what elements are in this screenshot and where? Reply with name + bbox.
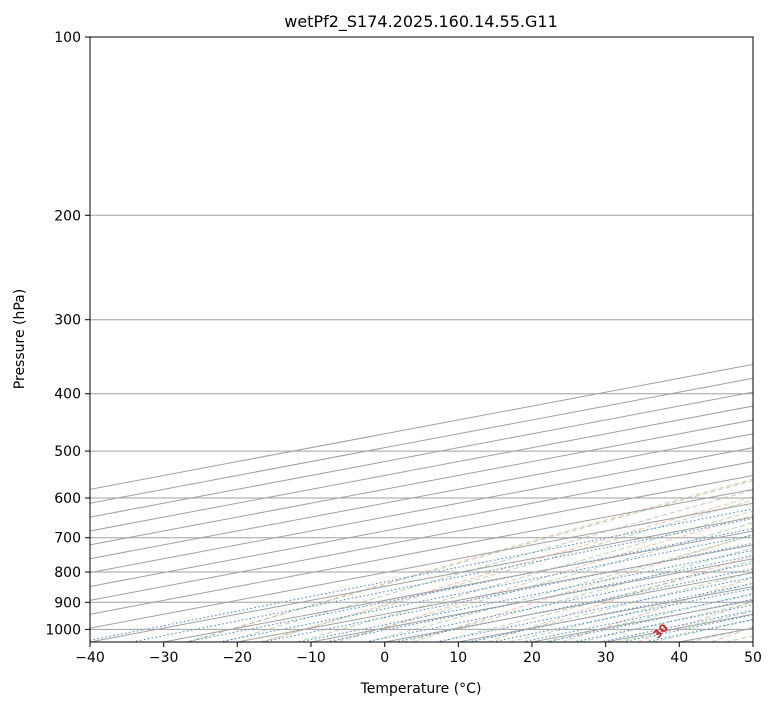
isotherm-line [90, 516, 753, 642]
isotherm-line [90, 474, 753, 601]
y-tick-label: 600 [54, 491, 81, 507]
isotherm-line [90, 461, 753, 587]
x-tick-label: 40 [670, 650, 688, 666]
y-tick-label: 200 [54, 208, 81, 224]
moist-adiabat-line [509, 582, 753, 642]
mixing-ratio-line [546, 598, 753, 642]
moist-adiabat-line [187, 479, 753, 642]
y-axis-ticks: 100 200 300 400 500 600 700 800 900 1000 [45, 30, 90, 638]
mixing-ratio-line [599, 609, 753, 642]
x-tick-label: −20 [223, 650, 253, 666]
mixing-ratio-line [218, 534, 753, 642]
y-tick-label: 700 [54, 531, 81, 547]
moist-adiabat-line [544, 592, 753, 642]
y-tick-label: 900 [54, 595, 81, 611]
y-axis-label: Pressure (hPa) [12, 289, 28, 389]
isotherm-line [163, 530, 753, 642]
x-tick-label: −30 [149, 650, 179, 666]
moist-adiabat-line [367, 534, 753, 642]
moist-adiabats [187, 479, 753, 642]
mixing-ratio-line [572, 604, 753, 642]
x-tick-label: 30 [597, 650, 615, 666]
dry-adiabat-line [412, 534, 753, 642]
x-axis-ticks: −40 −30 −20 −10 0 10 20 30 40 50 [75, 642, 762, 666]
mixing-ratio-line [90, 508, 753, 641]
isotherm-line [90, 419, 753, 546]
y-tick-label: 800 [54, 565, 81, 581]
pressure-gridlines [90, 37, 753, 630]
x-tick-label: −40 [75, 650, 105, 666]
mixing-ratio-line [521, 593, 753, 642]
mixing-ratio-line [492, 587, 753, 642]
dry-adiabat-line [562, 577, 753, 642]
plot-area: -100-90-80-70-60-50-40-30-20-10 0.10.20.… [90, 37, 753, 642]
y-tick-label: 300 [54, 313, 81, 329]
mixing-ratio-line [185, 528, 753, 642]
y-tick-label: 500 [54, 444, 81, 460]
y-tick-label: 1000 [45, 622, 81, 638]
x-tick-label: 50 [744, 650, 762, 666]
moist-adiabat-line [259, 499, 753, 642]
x-tick-label: 20 [523, 650, 541, 666]
x-tick-label: 0 [380, 650, 389, 666]
dry-adiabat-line [188, 478, 753, 642]
x-tick-label: −10 [296, 650, 326, 666]
plot-frame [89, 36, 754, 643]
isotherm-line [90, 447, 753, 574]
isotherm-line [90, 502, 753, 629]
moist-adiabat-line [296, 510, 753, 642]
isotherm-line [90, 433, 753, 560]
x-axis-label: Temperature (°C) [360, 681, 482, 697]
moist-adiabat-line [438, 560, 753, 642]
x-tick-label: 10 [449, 650, 467, 666]
y-tick-label: 400 [54, 387, 81, 403]
mixing-ratio-line [131, 517, 753, 642]
isotherms [90, 363, 753, 642]
chart-title: wetPf2_S174.2025.160.14.55.G11 [284, 12, 558, 32]
isotherm-line [90, 488, 753, 615]
y-tick-label: 100 [54, 30, 81, 46]
